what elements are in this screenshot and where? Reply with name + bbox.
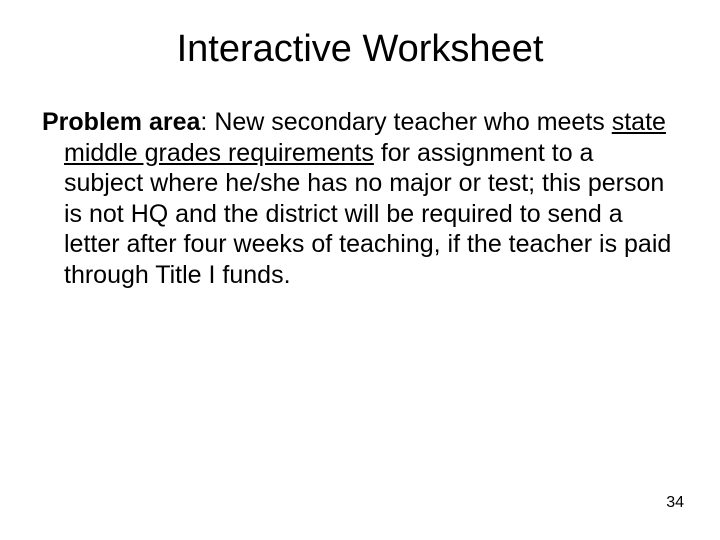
slide-body: Problem area: New secondary teacher who … (0, 107, 720, 290)
page-number: 34 (666, 494, 684, 512)
slide-title: Interactive Worksheet (0, 0, 720, 107)
body-before-underline: : New secondary teacher who meets (200, 108, 611, 136)
problem-area-label: Problem area (42, 108, 200, 136)
problem-paragraph: Problem area: New secondary teacher who … (42, 107, 672, 290)
